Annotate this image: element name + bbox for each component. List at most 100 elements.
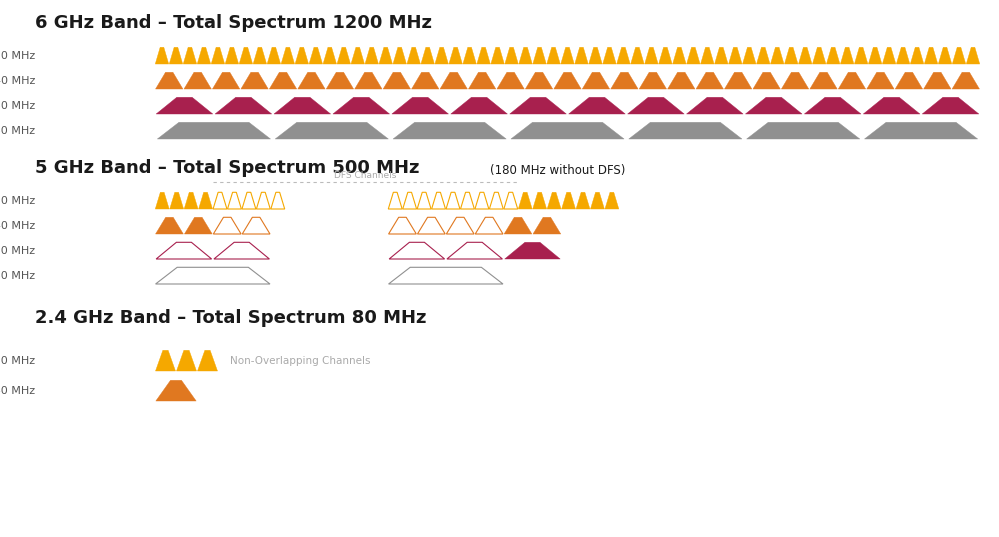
Polygon shape: [281, 47, 295, 64]
Text: 29 x 40 MHz: 29 x 40 MHz: [0, 76, 35, 86]
Polygon shape: [639, 72, 666, 89]
Polygon shape: [197, 47, 211, 64]
Polygon shape: [686, 97, 743, 114]
Polygon shape: [253, 47, 267, 64]
Polygon shape: [407, 47, 421, 64]
Polygon shape: [553, 72, 581, 89]
Polygon shape: [156, 217, 183, 234]
Polygon shape: [770, 47, 784, 64]
Polygon shape: [574, 47, 588, 64]
Polygon shape: [199, 192, 213, 209]
Polygon shape: [491, 47, 504, 64]
Polygon shape: [784, 47, 798, 64]
Polygon shape: [469, 72, 496, 89]
Polygon shape: [576, 192, 590, 209]
Polygon shape: [504, 47, 518, 64]
Polygon shape: [700, 47, 714, 64]
Polygon shape: [510, 122, 624, 139]
Polygon shape: [882, 47, 896, 64]
Polygon shape: [863, 97, 920, 114]
Text: Non-Overlapping Channels: Non-Overlapping Channels: [230, 356, 371, 366]
Polygon shape: [868, 47, 882, 64]
Polygon shape: [864, 122, 978, 139]
Polygon shape: [532, 192, 546, 209]
Polygon shape: [518, 192, 532, 209]
Polygon shape: [546, 47, 560, 64]
Text: 3 x 20 MHz: 3 x 20 MHz: [0, 356, 35, 366]
Polygon shape: [696, 72, 723, 89]
Polygon shape: [169, 47, 183, 64]
Text: 6 x 80 MHz: 6 x 80 MHz: [0, 246, 35, 256]
Polygon shape: [412, 72, 439, 89]
Polygon shape: [451, 97, 507, 114]
Text: 5 GHz Band – Total Spectrum 500 MHz: 5 GHz Band – Total Spectrum 500 MHz: [35, 159, 420, 177]
Polygon shape: [532, 47, 546, 64]
Polygon shape: [838, 72, 866, 89]
Polygon shape: [267, 47, 281, 64]
Polygon shape: [728, 47, 742, 64]
Polygon shape: [745, 97, 802, 114]
Polygon shape: [672, 47, 686, 64]
Polygon shape: [753, 72, 780, 89]
Polygon shape: [274, 97, 331, 114]
Text: DFS Channels: DFS Channels: [335, 171, 397, 180]
Polygon shape: [924, 72, 951, 89]
Polygon shape: [966, 47, 980, 64]
Polygon shape: [298, 72, 325, 89]
Polygon shape: [421, 47, 435, 64]
Polygon shape: [952, 72, 979, 89]
Polygon shape: [184, 192, 198, 209]
Polygon shape: [211, 47, 225, 64]
Text: 2 x 160 MHz: 2 x 160 MHz: [0, 271, 35, 281]
Polygon shape: [156, 380, 196, 401]
Polygon shape: [938, 47, 952, 64]
Polygon shape: [185, 217, 212, 234]
Polygon shape: [497, 72, 524, 89]
Polygon shape: [924, 47, 938, 64]
Polygon shape: [826, 47, 840, 64]
Polygon shape: [295, 47, 309, 64]
Polygon shape: [392, 97, 449, 114]
Text: 14 x 80 MHz: 14 x 80 MHz: [0, 101, 35, 111]
Polygon shape: [742, 47, 756, 64]
Text: 25 x 20 MHz: 25 x 20 MHz: [0, 196, 35, 206]
Polygon shape: [509, 97, 566, 114]
Polygon shape: [840, 47, 854, 64]
Polygon shape: [177, 350, 197, 371]
Polygon shape: [183, 47, 197, 64]
Polygon shape: [239, 47, 253, 64]
Polygon shape: [393, 47, 407, 64]
Polygon shape: [561, 192, 575, 209]
Polygon shape: [686, 47, 700, 64]
Polygon shape: [644, 47, 658, 64]
Polygon shape: [333, 97, 390, 114]
Text: 59 x 20 MHz: 59 x 20 MHz: [0, 51, 35, 61]
Polygon shape: [724, 72, 752, 89]
Polygon shape: [582, 72, 609, 89]
Polygon shape: [155, 192, 169, 209]
Polygon shape: [365, 47, 379, 64]
Polygon shape: [667, 72, 695, 89]
Polygon shape: [630, 47, 644, 64]
Polygon shape: [156, 97, 213, 114]
Polygon shape: [568, 97, 625, 114]
Polygon shape: [275, 122, 389, 139]
Polygon shape: [812, 47, 826, 64]
Polygon shape: [379, 47, 393, 64]
Polygon shape: [270, 72, 297, 89]
Polygon shape: [867, 72, 894, 89]
Polygon shape: [184, 72, 212, 89]
Polygon shape: [746, 122, 860, 139]
Polygon shape: [610, 72, 638, 89]
Text: 2.4 GHz Band – Total Spectrum 80 MHz: 2.4 GHz Band – Total Spectrum 80 MHz: [35, 309, 427, 327]
Polygon shape: [156, 350, 176, 371]
Polygon shape: [714, 47, 728, 64]
Polygon shape: [810, 72, 837, 89]
Polygon shape: [440, 72, 468, 89]
Polygon shape: [449, 47, 463, 64]
Polygon shape: [922, 97, 979, 114]
Polygon shape: [525, 72, 552, 89]
Polygon shape: [895, 72, 922, 89]
Polygon shape: [588, 47, 602, 64]
Polygon shape: [198, 350, 218, 371]
